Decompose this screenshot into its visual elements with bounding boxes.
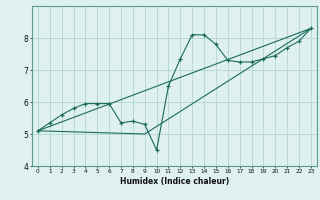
X-axis label: Humidex (Indice chaleur): Humidex (Indice chaleur) <box>120 177 229 186</box>
